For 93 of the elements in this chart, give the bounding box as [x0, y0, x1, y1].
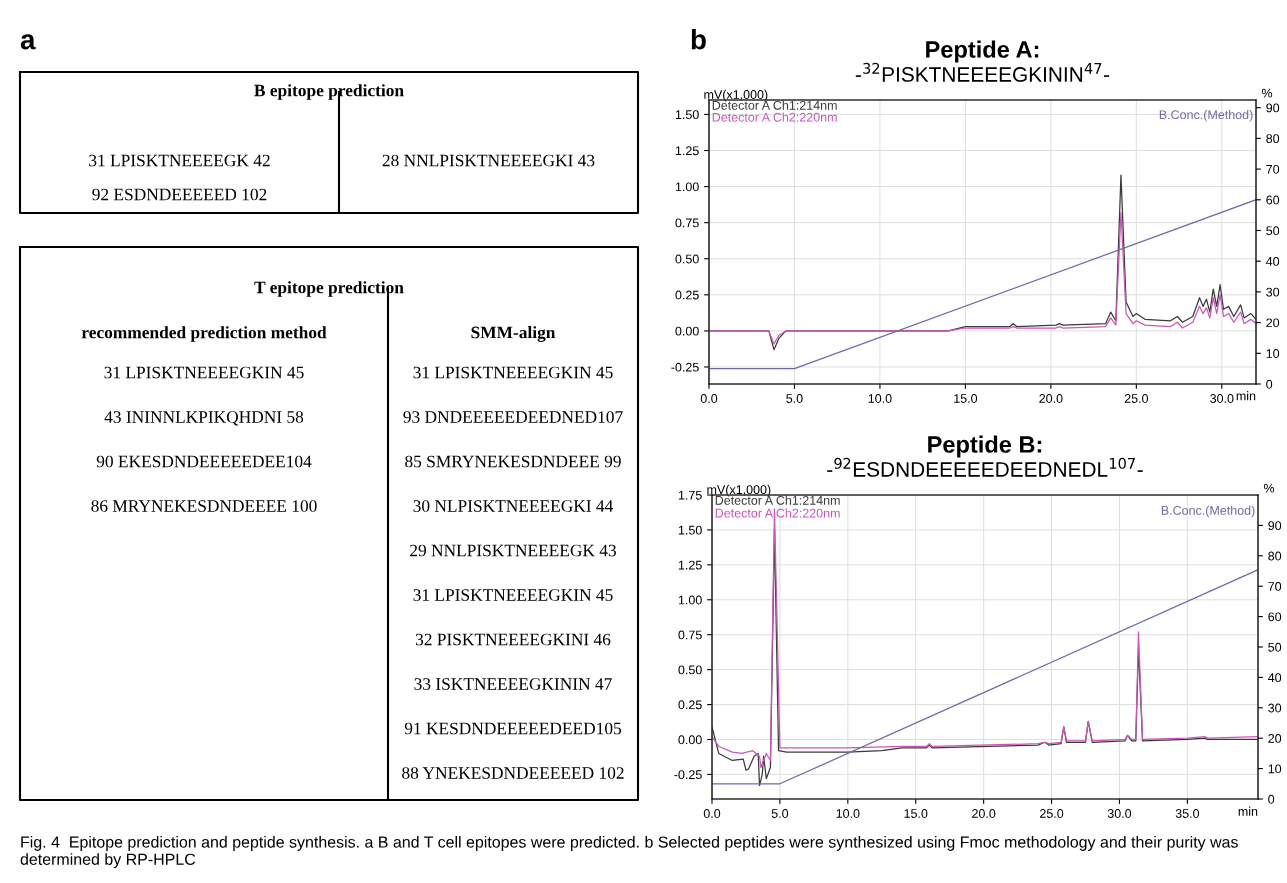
- text: 43 ININNLKPIKQHDNI 58: [104, 411, 304, 426]
- x-tick-label: 15.0: [904, 809, 928, 818]
- y2-tick-label: 30: [1266, 287, 1280, 297]
- chart-subtitle: -$^{92}$ESDNDEEEEEDEEDNEDL$^{107}$-: [827, 457, 1143, 477]
- text: Detector A Ch2:220nm: [712, 112, 837, 122]
- line-series: [709, 211, 1256, 345]
- text: 31 LPISKTNEEEEGK 42: [89, 154, 270, 167]
- y2-tick-label: 70: [1266, 164, 1280, 174]
- y2-axis-title: %: [1263, 483, 1275, 493]
- y-axis-title: mV(x1,000): [707, 484, 771, 497]
- y2-tick-label: 60: [1268, 612, 1282, 622]
- y-tick-label: 0.75: [675, 218, 699, 228]
- x-tick-label: 30.0: [1210, 394, 1234, 403]
- y-tick-label: 0.00: [678, 735, 702, 745]
- text: 88 YNEKESDNDEEEEED 102: [402, 767, 624, 779]
- text: 30 NLPISKTNEEEEGKI 44: [413, 500, 614, 512]
- x-axis-title: min: [1236, 391, 1256, 401]
- text: 33 ISKTNEEEEGKININ 47: [414, 678, 612, 690]
- text: 90 EKESDNDEEEEEDEE104: [96, 455, 312, 468]
- y-tick-label: 1.25: [675, 146, 699, 156]
- text: T epitope prediction: [254, 281, 404, 297]
- y-tick-label: 0.25: [675, 290, 699, 300]
- y2-tick-label: 80: [1268, 551, 1282, 561]
- text: Detector A Ch1:214nm: [712, 100, 837, 110]
- y2-tick-label: 90: [1268, 521, 1282, 531]
- x-tick-label: 25.0: [1124, 394, 1149, 403]
- y-tick-label: 1.75: [678, 490, 702, 500]
- y-tick-label: 1.50: [675, 110, 699, 120]
- text: b: [691, 29, 706, 50]
- x-tick-label: 25.0: [1040, 809, 1064, 818]
- y-tick-label: 0.25: [678, 700, 702, 710]
- x-tick-label: 35.0: [1175, 809, 1200, 818]
- y2-tick-label: 20: [1268, 734, 1282, 743]
- y-tick-label: 1.25: [678, 560, 702, 570]
- y-tick-label: -0.25: [674, 770, 702, 780]
- y-tick-label: 0.50: [675, 254, 699, 264]
- x-tick-label: 20.0: [972, 809, 996, 818]
- series-label: Detector A Ch2:220nm: [715, 508, 840, 518]
- chart-title: Peptide B:: [928, 435, 1042, 458]
- y2-tick-label: 10: [1266, 349, 1280, 358]
- text: 31 LPISKTNEEEEGKIN 45: [104, 366, 304, 379]
- x-tick-label: 30.0: [1107, 809, 1132, 818]
- text: 86 MRYNEKESDNDEEEE 100: [91, 500, 317, 512]
- y2-tick-label: 40: [1266, 256, 1280, 266]
- x-tick-label: 5.0: [771, 809, 789, 818]
- x-tick-label: 10.0: [868, 394, 892, 403]
- caption: Fig. 4 Epitope prediction and peptide synthesis. a B and T cell epitopes were predicted. b Selected peptides were synthesized using Fmoc methodology and their purity was determined by RP-HPLC: [20, 836, 1238, 869]
- y2-tick-label: 80: [1266, 134, 1280, 144]
- x-tick-label: 15.0: [954, 394, 978, 403]
- y2-tick-label: 0: [1268, 794, 1275, 804]
- x-tick-label: 5.0: [786, 394, 803, 403]
- y-tick-label: -0.25: [671, 362, 699, 372]
- y-tick-label: 1.00: [678, 595, 702, 605]
- y-tick-label: 1.00: [675, 182, 699, 192]
- chart-title: Peptide A:: [926, 40, 1039, 63]
- text: 31 LPISKTNEEEEGKIN 45: [413, 589, 613, 601]
- y2-tick-label: 0: [1266, 379, 1273, 389]
- text: 32 PISKTNEEEEGKINI 46: [415, 633, 611, 646]
- y2-tick-label: 70: [1268, 582, 1282, 591]
- y2-tick-label: 60: [1266, 195, 1280, 205]
- text: 93 DNDEEEEEDEEDNED107: [403, 411, 623, 423]
- text: B.Conc.(Method): [1161, 505, 1255, 518]
- text: 92 ESDNDEEEEED 102: [92, 188, 267, 201]
- x-tick-label: 20.0: [1039, 394, 1063, 403]
- category-label: recommended prediction method: [81, 326, 327, 342]
- y-tick-label: 0.50: [678, 665, 702, 675]
- text: Detector A Ch1:214nm: [715, 495, 840, 505]
- y-axis-title: mV(x1,000): [704, 89, 768, 102]
- text: B epitope prediction: [254, 84, 404, 100]
- y2-tick-label: 20: [1266, 318, 1280, 328]
- y2-tick-label: 50: [1266, 226, 1280, 236]
- y2-tick-label: 10: [1268, 764, 1282, 774]
- y-tick-label: 0.00: [675, 326, 699, 336]
- text: 31 LPISKTNEEEEGKIN 45: [413, 366, 613, 379]
- y2-tick-label: 50: [1268, 642, 1282, 652]
- x-tick-label: 0.0: [703, 809, 721, 818]
- x-tick-label: 0.0: [700, 394, 718, 403]
- y2-tick-label: 40: [1268, 673, 1282, 683]
- text: 28 NNLPISKTNEEEEGKI 43: [382, 154, 595, 167]
- x-axis-title: min: [1238, 806, 1258, 816]
- y2-tick-label: 90: [1266, 103, 1280, 113]
- x-tick-label: 10.0: [836, 809, 860, 818]
- text: 29 NNLPISKTNEEEEGK 43: [410, 544, 616, 557]
- y-tick-label: 1.50: [678, 525, 702, 535]
- text: a: [20, 34, 36, 50]
- y2-axis-title: %: [1261, 88, 1273, 98]
- text: 91 KESDNDEEEEEDEED105: [404, 722, 622, 735]
- y-tick-label: 0.75: [678, 630, 702, 640]
- chart-subtitle: -$^{32}$PISKTNEEEEGKININ$^{47}$-: [855, 62, 1110, 82]
- category-label: SMM-align: [471, 326, 556, 342]
- y2-tick-label: 30: [1268, 703, 1282, 713]
- text: 85 SMRYNEKESDNDEEE 99: [405, 455, 621, 468]
- text: B.Conc.(Method): [1159, 109, 1253, 122]
